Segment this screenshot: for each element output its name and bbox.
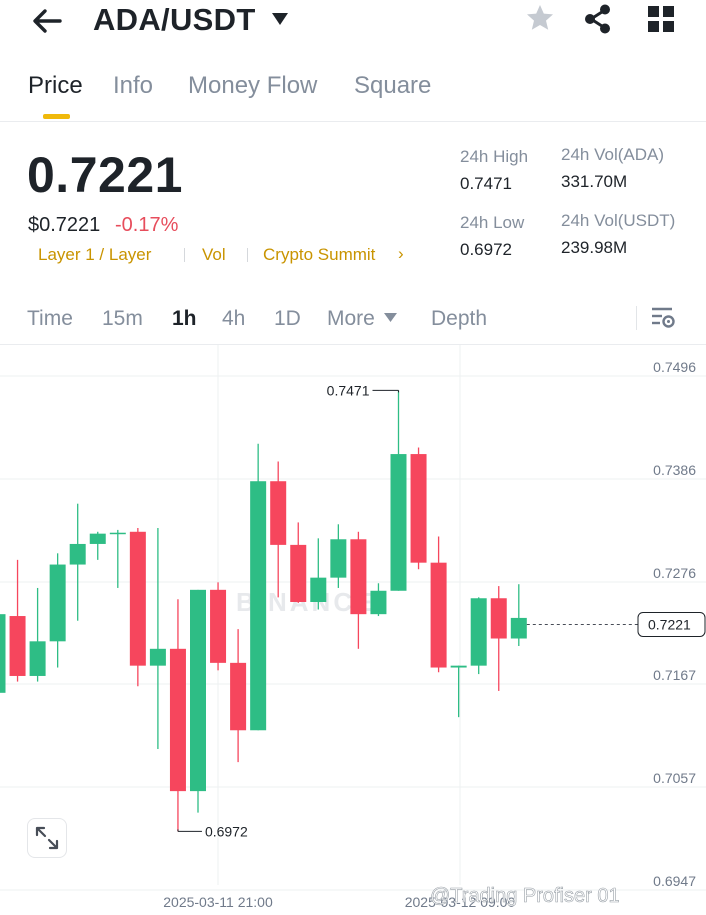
tab-price[interactable]: Price	[28, 72, 83, 99]
axis-labels: 0.7496 0.7386 0.7276 0.7167 0.7057 0.6947	[653, 359, 696, 889]
credit-watermark: @Trading Profiser 01	[430, 885, 620, 907]
candle-body	[270, 481, 287, 545]
timeframe-4h[interactable]: 4h	[222, 307, 246, 330]
stat-24h-high-value: 0.7471	[460, 174, 512, 193]
y-axis-label: 0.7496	[653, 359, 696, 375]
high-annotation: 0.7471	[327, 382, 370, 398]
timeframe-more[interactable]: More	[327, 307, 375, 330]
share-icon[interactable]	[582, 3, 614, 35]
candle-body	[9, 616, 26, 676]
price-change-percent: -0.17%	[115, 214, 179, 236]
stat-24h-low-label: 24h Low	[460, 213, 525, 232]
candles	[0, 390, 527, 832]
timeframe-time[interactable]: Time	[27, 307, 73, 330]
grid-icon[interactable]	[648, 6, 674, 32]
caret-down-icon[interactable]	[384, 313, 397, 322]
pair-title[interactable]: ADA/USDT	[93, 2, 256, 37]
candle-body	[510, 617, 527, 639]
candle-body	[310, 577, 327, 602]
chevron-right-icon[interactable]: ›	[398, 244, 404, 263]
timeframe-1d[interactable]: 1D	[274, 307, 301, 330]
candle-body	[230, 662, 247, 731]
candle-body	[210, 589, 227, 663]
divider	[0, 344, 706, 345]
last-price: 0.7221	[27, 147, 183, 203]
tab-info[interactable]: Info	[113, 72, 154, 99]
timeframe-15m[interactable]: 15m	[102, 307, 143, 330]
expand-icon	[35, 826, 59, 850]
low-annotation: 0.6972	[205, 823, 248, 839]
candle-body	[89, 533, 106, 544]
tab-money-flow[interactable]: Money Flow	[188, 72, 318, 99]
candle-body	[169, 648, 186, 792]
y-axis-label: 0.7167	[653, 667, 696, 683]
y-axis-label: 0.6947	[653, 873, 696, 889]
tab-square[interactable]: Square	[354, 72, 432, 99]
candle-body	[290, 544, 307, 602]
candle-body	[450, 665, 467, 668]
candle-body	[470, 598, 487, 666]
expand-chart-button[interactable]	[27, 818, 67, 858]
candle-body	[490, 598, 507, 639]
x-axis-label: 2025-03-12 09:00	[405, 894, 516, 910]
stat-24h-low-value: 0.6972	[460, 240, 512, 259]
timeframe-1h[interactable]: 1h	[172, 307, 197, 330]
back-arrow-icon[interactable]	[30, 4, 64, 38]
candlestick-chart[interactable]: BINANCE 0.74960.73860.72760.71670.70570.…	[0, 345, 706, 915]
y-axis-label: 0.7386	[653, 462, 696, 478]
candle-body	[430, 562, 447, 668]
tab-depth[interactable]: Depth	[431, 307, 488, 330]
candle-body	[330, 539, 347, 578]
tag-vol[interactable]: Vol	[202, 245, 226, 264]
candle-body	[370, 590, 387, 615]
chart-settings-icon[interactable]	[650, 306, 676, 330]
current-price-tag	[637, 611, 706, 637]
stat-24h-high-label: 24h High	[460, 147, 529, 166]
current-price-label: 0.7221	[648, 616, 691, 632]
candle-body	[350, 539, 367, 615]
active-tab-indicator	[43, 114, 70, 119]
candle-body	[410, 454, 427, 563]
stat-24h-vol-quote-label: 24h Vol(USDT)	[561, 211, 676, 230]
candle-body	[149, 648, 166, 666]
candle-body	[390, 454, 407, 591]
candle-body	[129, 531, 146, 666]
candle-body	[69, 543, 86, 565]
stat-24h-vol-base-value: 331.70M	[561, 172, 628, 191]
tag-layer[interactable]: Layer 1 / Layer	[38, 245, 152, 264]
tag-separator	[247, 248, 248, 262]
divider	[0, 121, 706, 122]
candle-body	[29, 641, 46, 676]
candle-body	[250, 481, 267, 731]
divider	[636, 306, 637, 330]
stat-24h-vol-base-label: 24h Vol(ADA)	[561, 145, 664, 164]
candle-body	[49, 564, 66, 642]
y-axis-label: 0.7276	[653, 565, 696, 581]
stat-24h-vol-quote-value: 239.98M	[561, 238, 628, 257]
tag-crypto-summit[interactable]: Crypto Summit	[263, 245, 376, 264]
tag-separator	[184, 248, 185, 262]
usd-price: $0.7221	[28, 214, 101, 236]
caret-down-icon[interactable]	[271, 12, 289, 26]
y-axis-label: 0.7057	[653, 770, 696, 786]
candle-body	[0, 614, 6, 693]
candle-body	[190, 589, 206, 792]
x-axis-label: 2025-03-11 21:00	[163, 894, 273, 910]
chart-grid	[0, 345, 706, 891]
candle-body	[109, 532, 126, 535]
star-icon[interactable]	[525, 3, 555, 33]
